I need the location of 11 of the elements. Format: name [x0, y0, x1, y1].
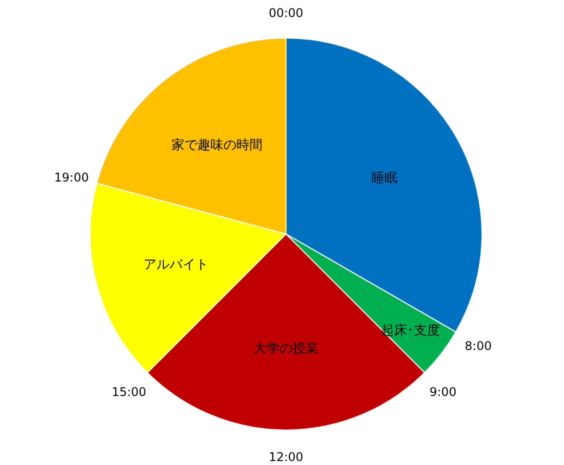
- slice-label: 起床･支度: [380, 322, 440, 338]
- text: 9:00: [430, 384, 456, 399]
- text: 19:00: [54, 170, 89, 185]
- text: 00:00: [268, 6, 304, 20]
- slice-label: 睡眠: [371, 171, 398, 186]
- text: 15:00: [112, 384, 146, 399]
- slice-label: 大学の授業: [254, 342, 318, 357]
- slice-label: アルバイト: [144, 257, 209, 272]
- text: 12:00: [268, 450, 304, 464]
- slice-label: 家で趣味の時間: [171, 136, 262, 153]
- text: 8:00: [464, 339, 492, 353]
